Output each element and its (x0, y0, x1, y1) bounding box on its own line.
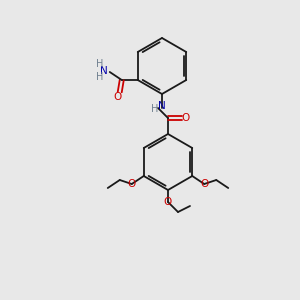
Text: O: O (164, 197, 172, 207)
Text: N: N (100, 66, 108, 76)
Text: O: O (200, 179, 208, 189)
Text: H: H (151, 104, 159, 114)
Text: H: H (96, 59, 103, 69)
Text: O: O (114, 92, 122, 102)
Text: O: O (182, 113, 190, 123)
Text: H: H (96, 72, 103, 82)
Text: N: N (158, 101, 166, 111)
Text: O: O (128, 179, 136, 189)
